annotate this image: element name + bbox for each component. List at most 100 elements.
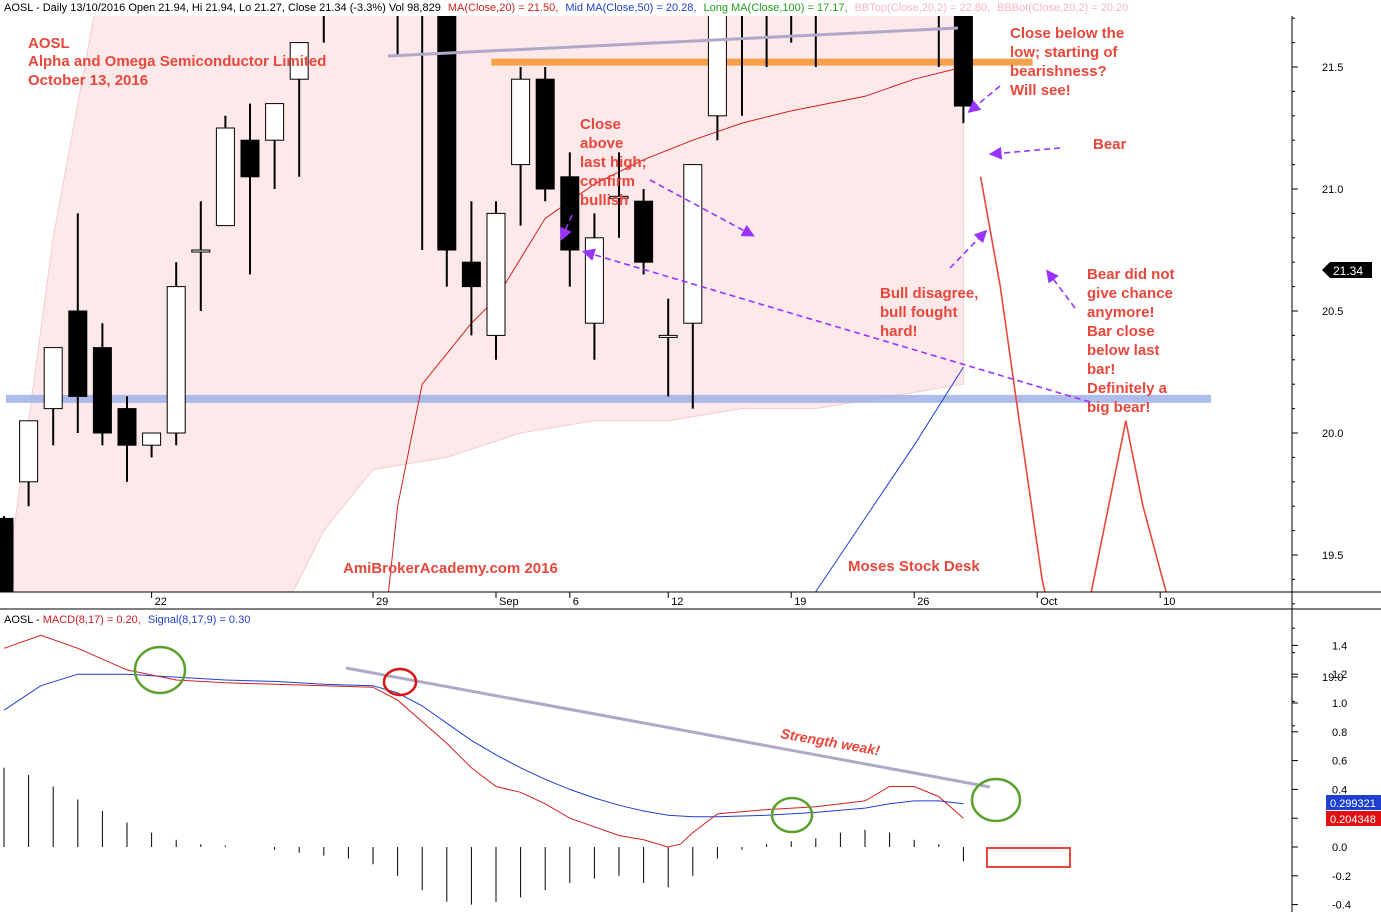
histogram-highlight-box bbox=[986, 847, 1071, 868]
date-tick-label: 10 bbox=[1163, 596, 1175, 608]
candle-body bbox=[953, 16, 973, 107]
note-close-above: Close above last high; confirm bullish bbox=[580, 116, 651, 209]
macd-tick-label: -0.4 bbox=[1332, 900, 1351, 912]
candle-body bbox=[117, 408, 137, 446]
watermark-desk: Moses Stock Desk bbox=[848, 558, 980, 575]
macd-tick-label: 0.8 bbox=[1332, 727, 1347, 739]
candle-body bbox=[486, 212, 506, 336]
date-tick-label: 12 bbox=[671, 596, 683, 608]
candle-body bbox=[142, 432, 162, 446]
candle-body bbox=[92, 347, 112, 434]
macd-trendline-gray bbox=[345, 666, 991, 789]
bbbot-label: BBBot(Close,20,2) = 20.20 bbox=[997, 2, 1128, 14]
macd-tick-label: 1.4 bbox=[1332, 640, 1347, 652]
price-pane bbox=[0, 16, 1211, 592]
candle-body bbox=[461, 261, 481, 288]
watermark-site: AmiBrokerAcademy.com 2016 bbox=[343, 560, 558, 577]
macd-tick-label: 0.4 bbox=[1332, 784, 1347, 796]
date-tick-label: 22 bbox=[155, 596, 167, 608]
note-strength-weak: Strength weak! bbox=[779, 725, 881, 758]
bbtop-label: BBTop(Close,20,2) = 22.80, bbox=[855, 2, 990, 14]
price-tick-label: 21.5 bbox=[1322, 62, 1343, 74]
macd-header: AOSL - MACD(8,17) = 0.20, Signal(8,17,9)… bbox=[4, 614, 250, 626]
candle-body bbox=[289, 42, 309, 80]
candle-body bbox=[265, 103, 285, 141]
macd-tick-label: 0.0 bbox=[1332, 842, 1347, 854]
candle-body bbox=[658, 334, 678, 338]
signal-label: Signal(8,17,9) = 0.30 bbox=[148, 614, 250, 626]
date-tick-label: 19 bbox=[794, 596, 806, 608]
candle-body bbox=[683, 164, 703, 324]
candle-body bbox=[68, 310, 88, 397]
macd-tick-label: 0.6 bbox=[1332, 756, 1347, 768]
candle-body bbox=[166, 286, 186, 434]
date-axis-ticks: 22 29 Sep 6 12 19 26 Oct 10 bbox=[151, 592, 1175, 608]
note-bear: Bear bbox=[1093, 136, 1127, 153]
signal-value-box bbox=[1326, 795, 1381, 810]
macd-value-markers: 0.299321 0.204348 bbox=[1326, 795, 1381, 826]
macd-tick-label: -0.2 bbox=[1332, 871, 1351, 883]
crossover-circle-4 bbox=[970, 777, 1022, 823]
signal-value-label: 0.299321 bbox=[1330, 798, 1376, 810]
macd-pane bbox=[3, 634, 1071, 905]
price-tick-label: 19.0 bbox=[1322, 672, 1343, 684]
price-tick-label: 20.0 bbox=[1322, 428, 1343, 440]
candle-body bbox=[0, 517, 14, 592]
macd-tick-label: 1.2 bbox=[1332, 669, 1347, 681]
note-bull-disagree: Bull disagree, bull fought hard! bbox=[880, 285, 983, 340]
macd-histogram bbox=[3, 767, 964, 905]
last-close-marker: 21.34 bbox=[1322, 262, 1372, 278]
price-header-prefix: AOSL - Daily 13/10/2016 Open 21.94, Hi 2… bbox=[4, 2, 441, 14]
arrow-bear-no-chance bbox=[1046, 269, 1076, 309]
chart-company: Alpha and Omega Semiconductor Limited bbox=[28, 53, 326, 70]
candle-body bbox=[560, 176, 580, 251]
chart-date: October 13, 2016 bbox=[28, 72, 148, 89]
candle-body bbox=[215, 127, 235, 227]
note-close-below: Close below the low; starting of bearish… bbox=[1010, 25, 1128, 99]
candle-body bbox=[43, 347, 63, 410]
arrow-bear bbox=[988, 146, 1061, 160]
date-tick-label: 6 bbox=[573, 596, 579, 608]
candle-body bbox=[609, 195, 629, 199]
date-tick-label: Oct bbox=[1040, 596, 1057, 608]
candle-body bbox=[19, 420, 39, 483]
price-tick-label: 21.0 bbox=[1322, 184, 1343, 196]
price-tick-label: 19.5 bbox=[1322, 550, 1343, 562]
candle-body bbox=[240, 139, 260, 178]
resistance-lines bbox=[491, 58, 1033, 66]
macd-label: MACD(8,17) = 0.20, bbox=[43, 614, 141, 626]
candle-body bbox=[535, 78, 555, 190]
crossover-circle-2 bbox=[382, 667, 418, 697]
date-tick-label: 26 bbox=[917, 596, 929, 608]
macd-value-box bbox=[1326, 811, 1381, 826]
macd-line bbox=[3, 634, 964, 848]
price-tick-label: 20.5 bbox=[1322, 306, 1343, 318]
price-header: AOSL - Daily 13/10/2016 Open 21.94, Hi 2… bbox=[4, 2, 1128, 14]
macd-value-label: 0.204348 bbox=[1330, 814, 1376, 826]
macd-header-prefix: AOSL - bbox=[4, 614, 43, 626]
last-close-label: 21.34 bbox=[1333, 264, 1363, 278]
arrow-bull-disagree bbox=[949, 229, 988, 269]
candle-body bbox=[437, 16, 457, 251]
price-axis-ticks: 19.019.520.020.521.021.522.022.523.0 bbox=[1292, 17, 1343, 727]
ma20-label: MA(Close,20) = 21.50, bbox=[448, 2, 558, 14]
macd-tick-label: 1.0 bbox=[1332, 698, 1347, 710]
annotation-arrows bbox=[559, 85, 1091, 403]
candle-body bbox=[191, 249, 211, 253]
date-tick-label: 29 bbox=[376, 596, 388, 608]
ma100-line bbox=[814, 366, 964, 592]
date-tick-label: Sep bbox=[499, 596, 519, 608]
arrow-close-above-short bbox=[559, 214, 573, 241]
price-projection-line bbox=[979, 176, 1168, 592]
candle-body bbox=[634, 200, 654, 263]
arrow-close-below bbox=[967, 85, 1001, 114]
note-bear-no-chance: Bear did not give chance anymore! Bar cl… bbox=[1087, 266, 1179, 416]
arrow-falling-trendline bbox=[581, 248, 1091, 403]
crossover-circle-3 bbox=[770, 796, 814, 834]
crossover-circle-1 bbox=[133, 645, 187, 695]
candle-body bbox=[511, 78, 531, 166]
signal-line bbox=[3, 673, 964, 818]
resistance-trendline-gray bbox=[387, 26, 959, 58]
bollinger-band-area bbox=[5, 16, 964, 592]
